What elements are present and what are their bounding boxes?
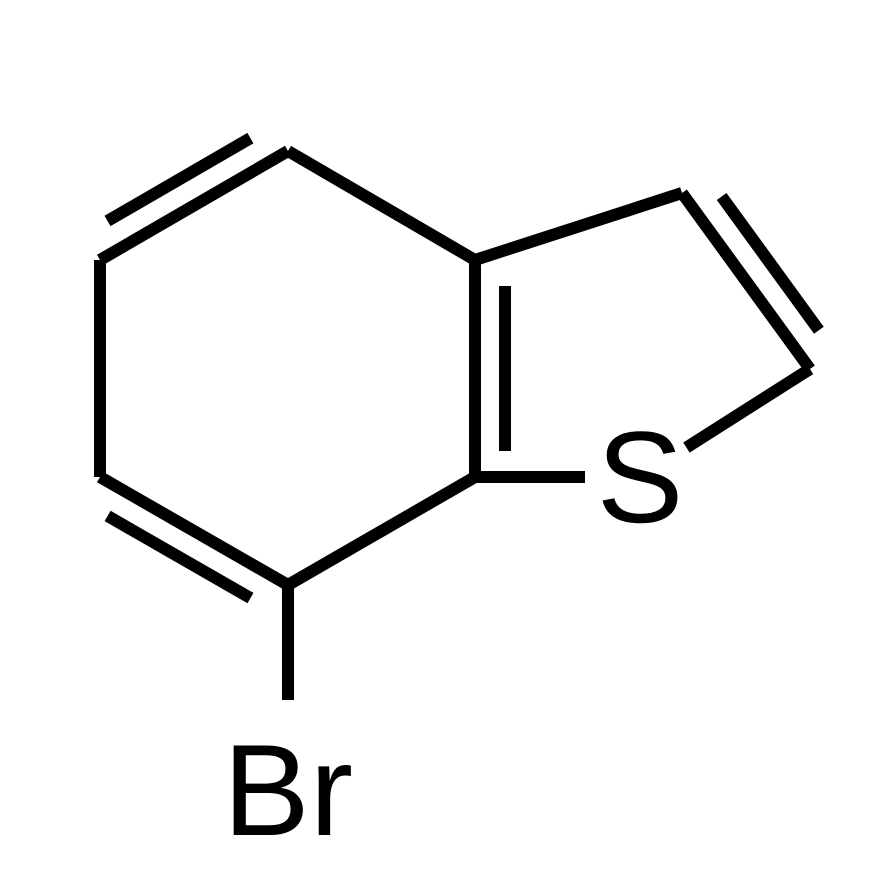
atom-label-s: S [597, 404, 684, 550]
molecule-diagram: S Br [0, 0, 890, 890]
atom-label-br: Br [223, 717, 353, 863]
bond-1 [288, 151, 475, 260]
bond-3 [288, 477, 475, 585]
bond-8 [686, 369, 810, 448]
bond-7 [682, 193, 810, 369]
bond-6 [475, 193, 682, 260]
